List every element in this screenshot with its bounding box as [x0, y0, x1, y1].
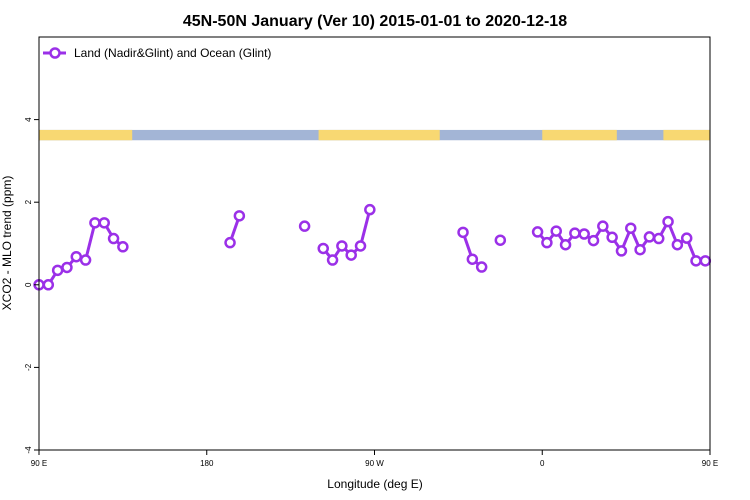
x-tick-label: 180: [200, 459, 214, 468]
data-point: [680, 232, 693, 244]
chart-title: 45N-50N January (Ver 10) 2015-01-01 to 2…: [183, 13, 567, 30]
data-point: [354, 240, 367, 252]
data-point: [466, 253, 479, 265]
y-axis-label: XCO2 - MLO trend (ppm): [0, 176, 14, 311]
data-point: [364, 203, 376, 216]
data-point: [457, 226, 469, 239]
land-band: [542, 129, 617, 141]
x-axis: 90 E 180 90 W 0 90 E: [31, 450, 718, 468]
x-tick-label: 90 W: [365, 459, 384, 468]
data-point: [671, 238, 684, 251]
data-point: [61, 261, 73, 274]
data-point: [569, 227, 581, 239]
x-tick-label: 90 E: [702, 459, 718, 468]
data-point: [336, 240, 348, 252]
legend-marker: [49, 47, 61, 59]
data-point: [317, 242, 329, 255]
land-band: [39, 129, 133, 141]
data-point: [606, 231, 618, 244]
data-point: [42, 279, 55, 291]
data-point: [643, 231, 656, 243]
data-point: [662, 215, 674, 228]
data-point: [326, 254, 339, 266]
data-point: [117, 241, 129, 253]
y-tick-label: 2: [24, 199, 33, 204]
data-point: [559, 238, 572, 251]
land-band: [663, 129, 710, 141]
data-point: [89, 217, 101, 229]
land-band: [318, 129, 440, 141]
data-point: [494, 234, 507, 246]
data-point: [615, 245, 628, 257]
x-tick-label: 0: [540, 459, 545, 468]
x-tick-label: 90 E: [31, 459, 47, 468]
legend: Land (Nadir&Glint) and Ocean (Glint): [43, 46, 271, 60]
data-point: [587, 234, 600, 247]
data-point: [597, 220, 609, 232]
y-tick-label: -4: [24, 446, 33, 454]
data-point: [541, 236, 553, 249]
data-point: [625, 222, 637, 234]
data-point: [233, 210, 246, 222]
data-point: [107, 232, 120, 245]
data-point: [298, 220, 311, 232]
y-axis: -4 -2 0 2 4: [24, 117, 39, 454]
data-point: [51, 264, 64, 277]
data-point: [98, 217, 110, 229]
data-point: [345, 249, 357, 261]
x-axis-label: Longitude (deg E): [327, 477, 422, 491]
data-point: [224, 236, 236, 249]
data-point: [475, 261, 488, 273]
series-layer: [33, 203, 712, 291]
land-ocean-map-strip: [39, 129, 710, 141]
data-point: [699, 255, 712, 267]
data-point: [79, 254, 92, 266]
data-point: [690, 255, 702, 267]
data-point: [634, 243, 646, 256]
legend-label: Land (Nadir&Glint) and Ocean (Glint): [74, 46, 271, 60]
plot-frame: [38, 36, 711, 451]
data-point: [70, 250, 83, 263]
y-tick-label: -2: [24, 363, 33, 371]
data-point: [578, 228, 590, 240]
data-point: [652, 232, 665, 245]
data-point: [531, 226, 544, 238]
y-tick-label: 4: [24, 117, 33, 122]
y-tick-label: 0: [24, 282, 33, 287]
data-point: [550, 225, 562, 237]
